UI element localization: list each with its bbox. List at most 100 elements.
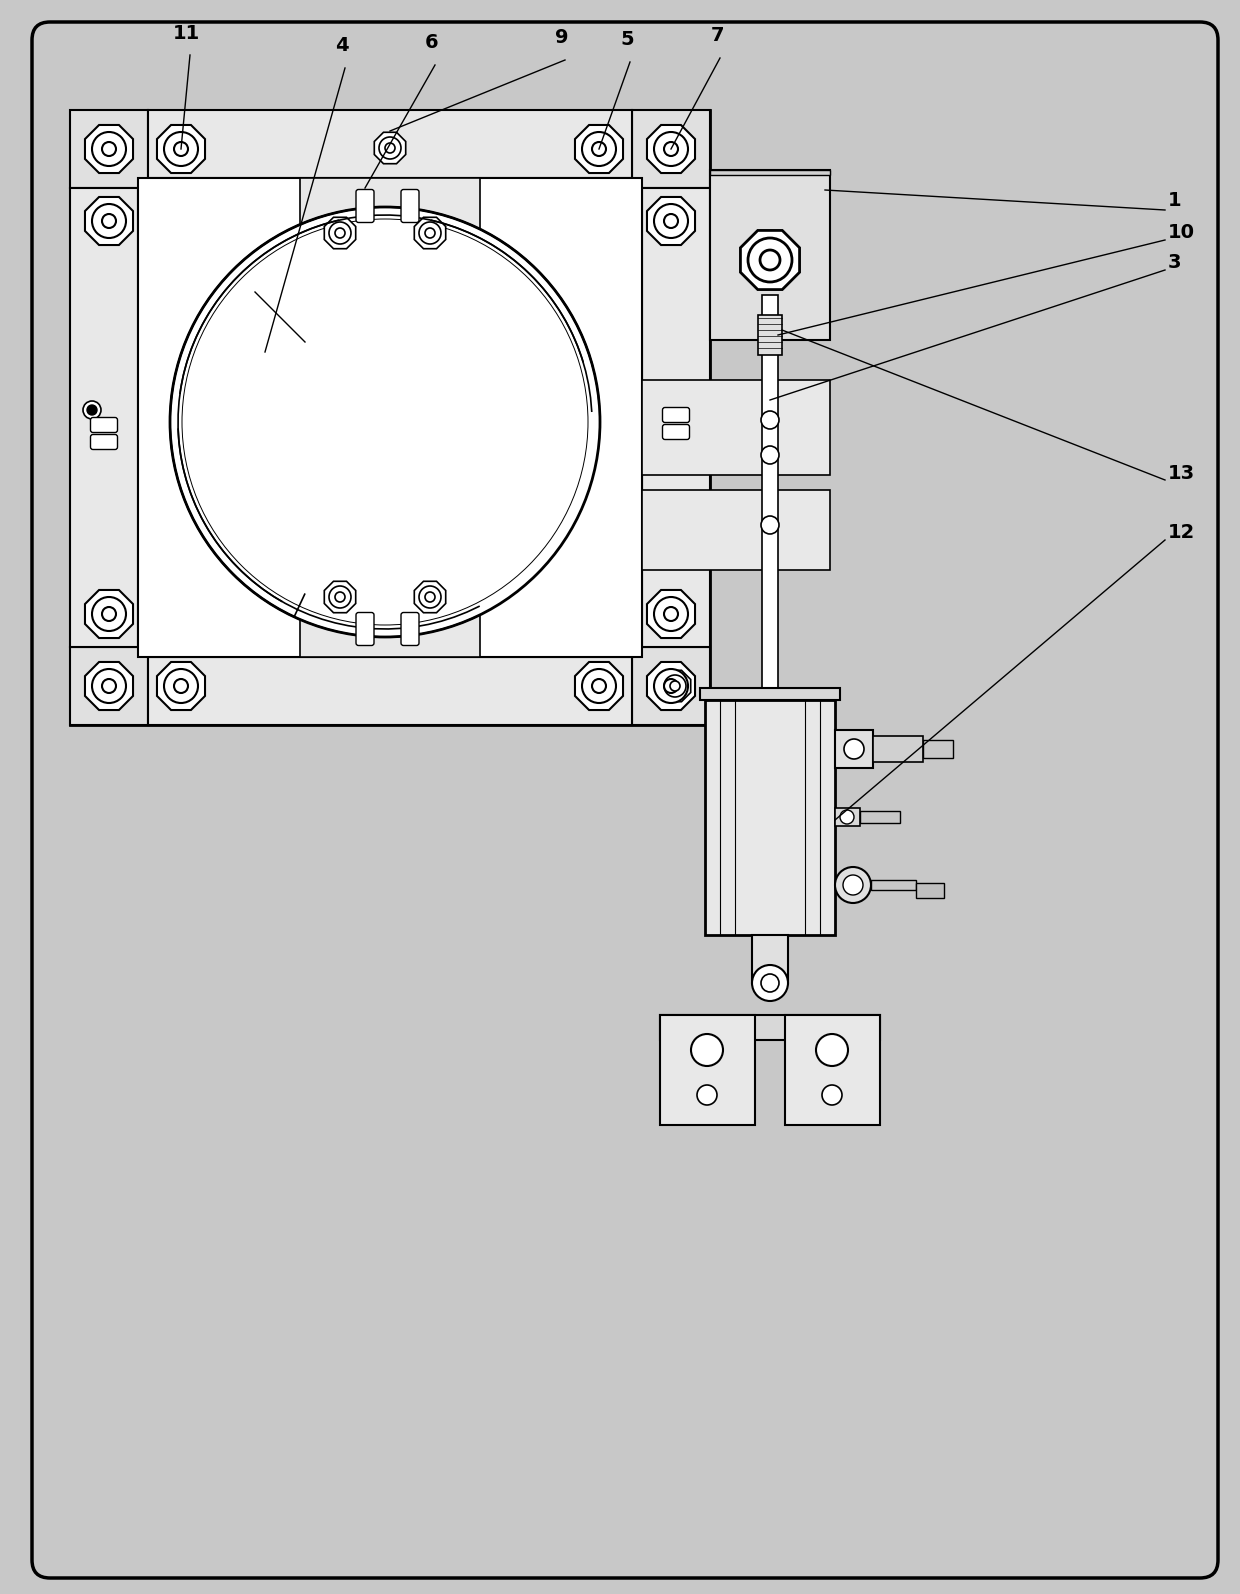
Circle shape — [653, 204, 688, 238]
Bar — [701, 689, 839, 700]
FancyBboxPatch shape — [91, 418, 118, 432]
Polygon shape — [86, 124, 133, 174]
Circle shape — [92, 598, 126, 631]
Text: 6: 6 — [425, 33, 439, 53]
Circle shape — [663, 142, 678, 156]
Bar — [873, 736, 923, 762]
Bar — [148, 657, 632, 725]
Bar — [148, 110, 632, 179]
Circle shape — [83, 402, 100, 419]
Bar — [660, 1015, 880, 1039]
Circle shape — [92, 132, 126, 166]
Circle shape — [663, 679, 678, 693]
Circle shape — [335, 228, 345, 238]
Bar — [69, 647, 148, 725]
Circle shape — [835, 867, 870, 902]
FancyBboxPatch shape — [401, 190, 419, 223]
Circle shape — [92, 669, 126, 703]
Circle shape — [653, 132, 688, 166]
FancyBboxPatch shape — [356, 612, 374, 646]
Polygon shape — [575, 124, 622, 174]
Polygon shape — [86, 198, 133, 245]
Circle shape — [582, 132, 616, 166]
Circle shape — [182, 218, 588, 625]
Circle shape — [102, 607, 117, 622]
Circle shape — [419, 587, 441, 607]
Circle shape — [329, 587, 351, 607]
Circle shape — [760, 250, 780, 269]
Text: 10: 10 — [1168, 223, 1195, 242]
Text: 7: 7 — [711, 26, 724, 45]
Polygon shape — [414, 582, 445, 612]
Polygon shape — [647, 590, 696, 638]
Bar — [642, 188, 711, 647]
Text: 9: 9 — [556, 29, 569, 46]
Polygon shape — [575, 662, 622, 709]
Bar — [835, 808, 861, 826]
Polygon shape — [647, 124, 696, 174]
Bar — [861, 811, 900, 823]
Polygon shape — [374, 132, 405, 164]
Text: 12: 12 — [1168, 523, 1195, 542]
Polygon shape — [325, 217, 356, 249]
Circle shape — [379, 137, 401, 159]
Circle shape — [102, 142, 117, 156]
Bar — [632, 647, 711, 725]
Circle shape — [425, 228, 435, 238]
Polygon shape — [647, 198, 696, 245]
Bar — [69, 110, 148, 188]
FancyBboxPatch shape — [356, 190, 374, 223]
Bar — [300, 542, 480, 657]
Circle shape — [102, 214, 117, 228]
Circle shape — [663, 607, 678, 622]
Bar — [69, 188, 138, 647]
Circle shape — [761, 446, 779, 464]
Text: 11: 11 — [172, 24, 200, 43]
FancyBboxPatch shape — [32, 22, 1218, 1578]
Circle shape — [663, 674, 686, 697]
Bar — [711, 171, 830, 175]
Circle shape — [761, 974, 779, 991]
Circle shape — [174, 679, 188, 693]
Circle shape — [170, 207, 600, 638]
Circle shape — [691, 1035, 723, 1066]
Circle shape — [164, 132, 198, 166]
Circle shape — [816, 1035, 848, 1066]
Text: 3: 3 — [1168, 252, 1182, 271]
Text: 5: 5 — [620, 30, 634, 49]
Circle shape — [844, 740, 864, 759]
Circle shape — [761, 516, 779, 534]
Bar — [751, 936, 787, 983]
Text: 1: 1 — [1168, 191, 1182, 209]
Polygon shape — [740, 231, 800, 290]
Bar — [660, 1015, 755, 1125]
Circle shape — [751, 964, 787, 1001]
Bar — [870, 880, 916, 889]
FancyBboxPatch shape — [401, 612, 419, 646]
Circle shape — [653, 598, 688, 631]
Circle shape — [174, 142, 188, 156]
Circle shape — [591, 679, 606, 693]
Polygon shape — [647, 662, 696, 709]
Text: 4: 4 — [335, 37, 348, 56]
FancyBboxPatch shape — [91, 435, 118, 450]
FancyBboxPatch shape — [662, 424, 689, 440]
Bar — [835, 730, 873, 768]
Circle shape — [843, 875, 863, 894]
Polygon shape — [86, 590, 133, 638]
Bar — [758, 316, 782, 355]
Polygon shape — [157, 662, 205, 709]
Bar — [785, 1015, 880, 1125]
FancyBboxPatch shape — [662, 408, 689, 422]
Polygon shape — [414, 217, 445, 249]
Bar — [138, 179, 642, 657]
Circle shape — [87, 405, 97, 414]
Circle shape — [663, 214, 678, 228]
Bar — [711, 171, 830, 340]
Bar — [642, 379, 830, 475]
Circle shape — [384, 143, 396, 153]
Bar — [642, 489, 830, 571]
Circle shape — [102, 679, 117, 693]
Circle shape — [761, 411, 779, 429]
Circle shape — [419, 222, 441, 244]
